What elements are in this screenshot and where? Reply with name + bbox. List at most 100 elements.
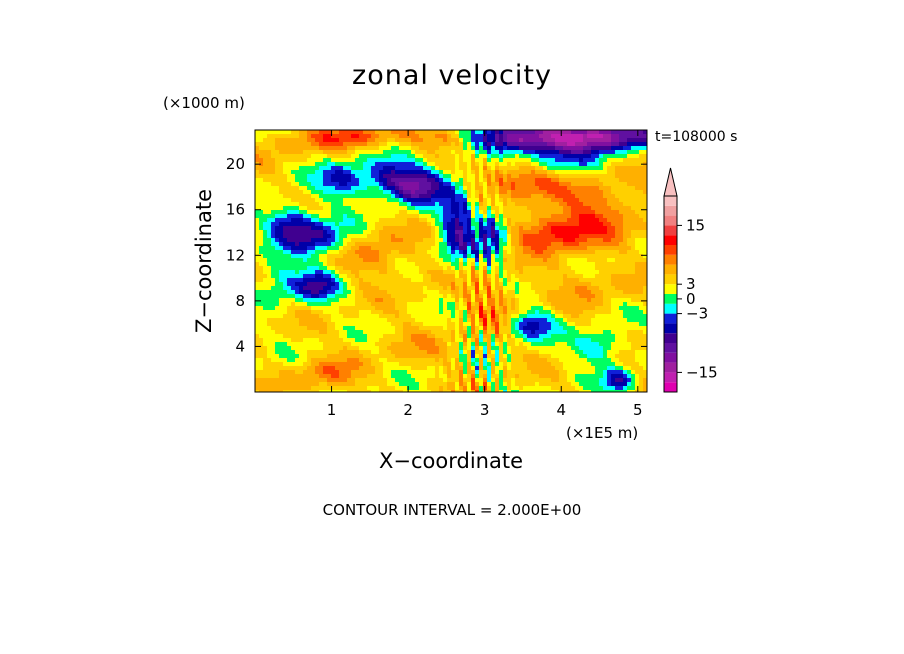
field-cell	[395, 230, 399, 234]
field-cell	[515, 154, 519, 158]
field-cell	[447, 326, 451, 330]
field-cell	[555, 266, 559, 270]
field-cell	[535, 202, 539, 206]
field-cell	[539, 270, 543, 274]
field-cell	[323, 198, 327, 202]
field-cell	[335, 150, 339, 154]
field-cell	[439, 158, 443, 162]
field-cell	[451, 306, 455, 310]
field-cell	[295, 214, 299, 218]
field-cell	[483, 262, 487, 266]
field-cell	[435, 298, 439, 302]
field-cell	[639, 154, 643, 158]
field-cell	[299, 298, 303, 302]
field-cell	[439, 142, 443, 146]
field-cell	[539, 306, 543, 310]
field-cell	[539, 266, 543, 270]
field-cell	[611, 262, 615, 266]
field-cell	[375, 278, 379, 282]
field-cell	[291, 278, 295, 282]
field-cell	[263, 326, 267, 330]
field-cell	[311, 282, 315, 286]
field-cell	[459, 130, 463, 134]
field-cell	[467, 186, 471, 190]
field-cell	[611, 322, 615, 326]
field-cell	[335, 218, 339, 222]
field-cell	[399, 142, 403, 146]
field-cell	[487, 190, 491, 194]
field-cell	[539, 262, 543, 266]
field-cell	[455, 194, 459, 198]
field-cell	[443, 154, 447, 158]
field-cell	[275, 206, 279, 210]
field-cell	[495, 290, 499, 294]
field-cell	[375, 222, 379, 226]
field-cell	[271, 270, 275, 274]
field-cell	[431, 234, 435, 238]
field-cell	[331, 270, 335, 274]
field-cell	[343, 198, 347, 202]
field-cell	[543, 294, 547, 298]
field-cell	[447, 246, 451, 250]
field-cell	[263, 318, 267, 322]
field-cell	[407, 166, 411, 170]
field-cell	[623, 266, 627, 270]
field-cell	[475, 154, 479, 158]
field-cell	[363, 306, 367, 310]
field-cell	[503, 282, 507, 286]
field-cell	[283, 278, 287, 282]
field-cell	[623, 258, 627, 262]
field-cell	[359, 130, 363, 134]
field-cell	[283, 202, 287, 206]
field-cell	[575, 302, 579, 306]
field-cell	[407, 154, 411, 158]
field-cell	[547, 130, 551, 134]
field-cell	[395, 138, 399, 142]
field-cell	[499, 170, 503, 174]
field-cell	[471, 290, 475, 294]
field-cell	[339, 330, 343, 334]
field-cell	[499, 238, 503, 242]
field-cell	[571, 286, 575, 290]
field-cell	[391, 230, 395, 234]
field-cell	[323, 166, 327, 170]
field-cell	[291, 218, 295, 222]
field-cell	[439, 302, 443, 306]
field-cell	[419, 266, 423, 270]
field-cell	[559, 146, 563, 150]
field-cell	[339, 246, 343, 250]
field-cell	[611, 174, 615, 178]
field-cell	[411, 254, 415, 258]
field-cell	[379, 250, 383, 254]
field-cell	[387, 138, 391, 142]
field-cell	[567, 202, 571, 206]
field-cell	[515, 178, 519, 182]
field-cell	[399, 166, 403, 170]
field-cell	[603, 310, 607, 314]
field-cell	[435, 262, 439, 266]
field-cell	[467, 158, 471, 162]
field-cell	[451, 238, 455, 242]
field-cell	[547, 330, 551, 334]
field-cell	[587, 246, 591, 250]
field-cell	[559, 174, 563, 178]
field-cell	[411, 150, 415, 154]
field-cell	[283, 154, 287, 158]
field-cell	[359, 282, 363, 286]
field-cell	[575, 298, 579, 302]
field-cell	[467, 314, 471, 318]
field-cell	[379, 178, 383, 182]
field-cell	[319, 302, 323, 306]
field-cell	[619, 266, 623, 270]
field-cell	[515, 306, 519, 310]
field-cell	[427, 266, 431, 270]
field-cell	[259, 174, 263, 178]
field-cell	[467, 330, 471, 334]
field-cell	[643, 130, 647, 134]
field-cell	[463, 134, 467, 138]
field-cell	[523, 182, 527, 186]
field-cell	[331, 182, 335, 186]
field-cell	[535, 310, 539, 314]
field-cell	[511, 134, 515, 138]
field-cell	[487, 298, 491, 302]
